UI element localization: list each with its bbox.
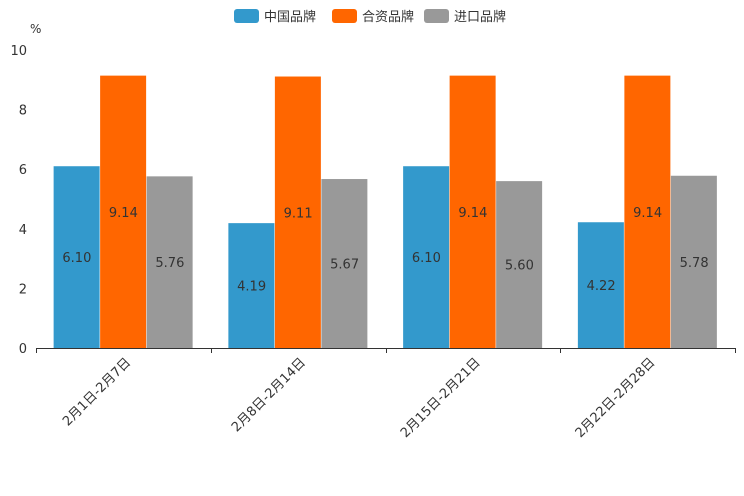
y-axis-unit: %: [30, 22, 41, 36]
bar: [577, 222, 624, 348]
bar: [321, 179, 368, 348]
legend-swatch[interactable]: [424, 9, 449, 23]
y-tick-label: 2: [19, 282, 27, 297]
legend-label[interactable]: 中国品牌: [264, 9, 316, 25]
y-tick-label: 0: [19, 342, 27, 357]
y-tick-label: 8: [19, 104, 27, 119]
x-tick-label: 2月22日-2月28日: [573, 355, 659, 441]
bar-value-label: 5.76: [155, 256, 184, 271]
data-labels: 6.10 9.14 5.76 4.19 9.11 5.67 6.10 9.14 5.60 4.22…: [62, 206, 708, 295]
x-axis: 2月1日-2月7日 2月8日-2月14日 2月15日-2月21日 2月22日-2月28…: [36, 348, 736, 441]
bar: [670, 175, 717, 348]
y-tick-label: 4: [19, 223, 27, 238]
bar-value-label: 5.78: [680, 256, 709, 271]
legend-swatch[interactable]: [332, 9, 357, 23]
bar-value-label: 4.22: [587, 279, 616, 294]
bar: [274, 76, 321, 348]
legend: 中国品牌 合资品牌 进口品牌: [234, 9, 506, 25]
bar: [146, 176, 193, 348]
y-tick-label: 10: [10, 44, 27, 59]
bar-value-label: 9.14: [633, 206, 662, 221]
y-axis-ticks: 0 2 4 6 8 10: [10, 44, 27, 357]
legend-swatch[interactable]: [234, 9, 259, 23]
legend-label[interactable]: 合资品牌: [362, 9, 414, 25]
x-tick-label: 2月8日-2月14日: [229, 355, 309, 435]
bar: [53, 166, 100, 348]
bar-value-label: 6.10: [62, 251, 91, 266]
bar-value-label: 5.67: [330, 258, 359, 273]
bar: [403, 166, 450, 348]
bar: [228, 223, 275, 348]
y-tick-label: 6: [19, 163, 27, 178]
bar-value-label: 4.19: [237, 280, 266, 295]
bar-value-label: 6.10: [412, 251, 441, 266]
x-tick-label: 2月1日-2月7日: [60, 355, 134, 429]
legend-label[interactable]: 进口品牌: [454, 9, 506, 25]
bar: [624, 75, 671, 349]
bars: [53, 75, 717, 349]
bar-value-label: 9.14: [109, 206, 138, 221]
bar: [100, 75, 147, 349]
bar-value-label: 5.60: [505, 259, 534, 274]
bar-value-label: 9.14: [458, 206, 487, 221]
bar-value-label: 9.11: [284, 206, 313, 221]
bar: [449, 75, 496, 349]
x-tick-label: 2月15日-2月21日: [398, 355, 484, 441]
bar: [496, 181, 543, 348]
